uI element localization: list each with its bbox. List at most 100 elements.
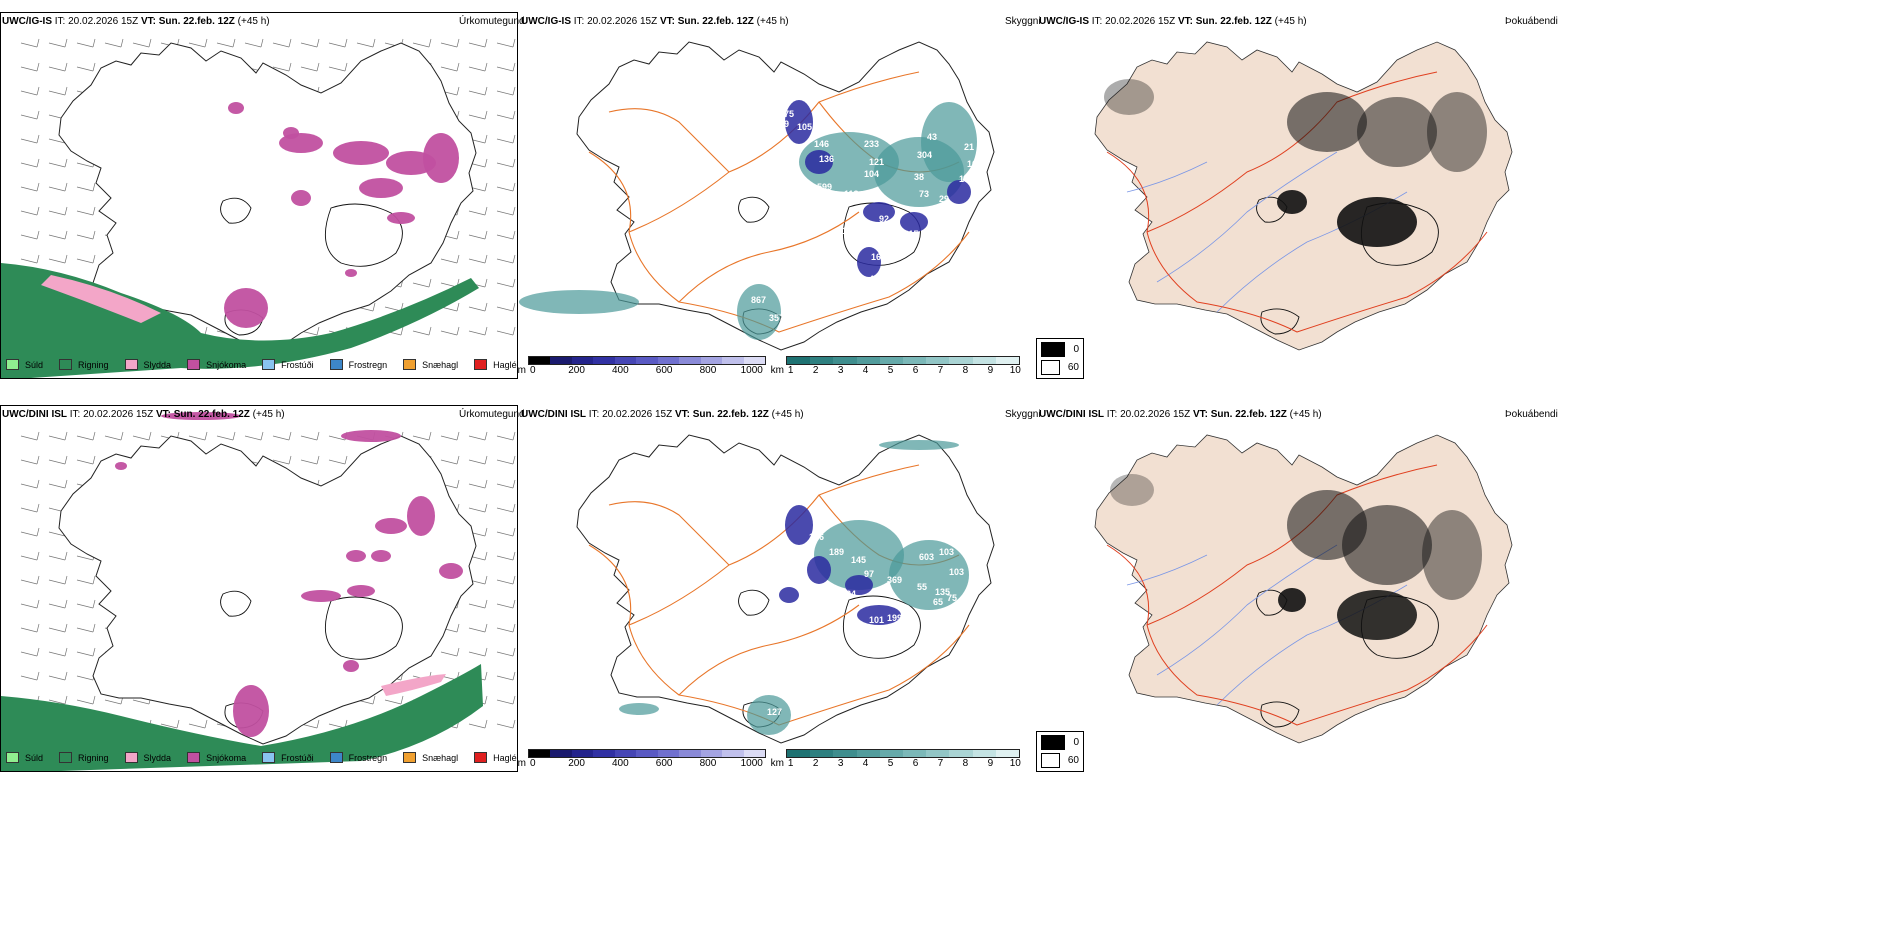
wind-barb bbox=[76, 623, 96, 633]
visibility-colorbar-row2: km 1 2 3 4 5 6 7 8 9 10 bbox=[771, 749, 1021, 770]
ceiling-value-label: 73 bbox=[919, 189, 929, 199]
precip-type-title: Úrkomutegund bbox=[459, 16, 525, 27]
colorbar-gradient bbox=[528, 749, 766, 758]
glacier-outline bbox=[1260, 308, 1300, 335]
colorbar-tick-label: 8 bbox=[962, 365, 969, 376]
wind-barb bbox=[20, 206, 40, 216]
wind-barb bbox=[496, 206, 516, 216]
colorbar-tick-label: 0 bbox=[529, 365, 536, 376]
legend-swatch bbox=[474, 752, 488, 763]
wind-barb bbox=[48, 62, 68, 72]
wind-barb bbox=[20, 182, 40, 192]
ceiling-value-label: 97 bbox=[864, 569, 874, 579]
wind-barb bbox=[20, 527, 40, 537]
colorbar-tick-label: 10 bbox=[1009, 365, 1021, 376]
colorbar-step bbox=[700, 357, 723, 364]
colorbar-tick-label: 8 bbox=[962, 758, 969, 769]
colorbar-step bbox=[949, 357, 973, 364]
fog-panel-row2 bbox=[1037, 405, 1557, 772]
wind-barb bbox=[48, 38, 68, 48]
wind-barb bbox=[76, 431, 96, 441]
wind-barb bbox=[440, 38, 460, 48]
colorbar-tick-label: 3 bbox=[837, 758, 844, 769]
low-ceiling-area bbox=[845, 575, 873, 595]
wind-barb bbox=[468, 206, 488, 216]
ceiling-value-label: 14 bbox=[789, 154, 799, 164]
glacier-outline bbox=[842, 202, 921, 266]
wind-barb bbox=[76, 695, 96, 705]
wind-barb bbox=[20, 254, 40, 264]
snow-area bbox=[301, 590, 341, 602]
wind-barb bbox=[412, 278, 432, 288]
ceiling-value-label: 136 bbox=[819, 154, 834, 164]
legend-label: Frostregn bbox=[348, 359, 388, 370]
ceiling-value-label: 642 bbox=[897, 99, 912, 109]
ceiling-value-label: 304 bbox=[917, 150, 932, 160]
low-visibility-area bbox=[737, 284, 781, 340]
row1-header-vis: UWC/IG-IS IT: 20.02.2026 15Z VT: Sun. 22… bbox=[521, 16, 789, 27]
legend-swatch bbox=[124, 359, 138, 370]
snow-area bbox=[346, 550, 366, 562]
wind-barb bbox=[48, 431, 68, 441]
snow-area bbox=[343, 660, 359, 672]
wind-barb bbox=[20, 38, 40, 48]
wind-barb bbox=[328, 38, 348, 48]
wind-barb bbox=[76, 599, 96, 609]
wind-barb bbox=[468, 503, 488, 513]
legend-label: Frostúði bbox=[281, 359, 314, 370]
wind-barb bbox=[48, 230, 68, 240]
snow-area bbox=[371, 550, 391, 562]
wind-barb bbox=[468, 110, 488, 120]
ceiling-value-label: 38 bbox=[914, 172, 924, 182]
wind-barb bbox=[76, 647, 96, 657]
wind-barb bbox=[48, 254, 68, 264]
legend-item: Snjókoma bbox=[187, 752, 246, 763]
legend-swatch bbox=[124, 752, 138, 763]
wind-barb bbox=[20, 575, 40, 585]
colorbar-tick-label: 1 bbox=[787, 758, 794, 769]
iceland-coastline bbox=[58, 435, 477, 745]
precip-type-title: Úrkomutegund bbox=[459, 409, 525, 420]
row1-header-fog: UWC/IG-IS IT: 20.02.2026 15Z VT: Sun. 22… bbox=[1039, 16, 1307, 27]
colorbar-step bbox=[700, 750, 723, 757]
legend-item: Snjókoma bbox=[187, 359, 246, 370]
wind-barb bbox=[272, 455, 292, 465]
glacier-outline bbox=[738, 589, 770, 616]
visibility-panel-row1: 75 79 105 146 14 136 599 233 121 104 642 458 43 304 38… bbox=[519, 12, 1036, 379]
fog-indicator-area bbox=[1277, 190, 1307, 214]
colorbar-tick-label: 2 bbox=[812, 365, 819, 376]
low-visibility-area bbox=[747, 695, 791, 735]
colorbar-step bbox=[810, 750, 834, 757]
wind-barb bbox=[496, 62, 516, 72]
colorbar-tick-label: 0 bbox=[529, 758, 536, 769]
wind-barb bbox=[468, 86, 488, 96]
colorbar-step bbox=[593, 357, 615, 364]
wind-barb bbox=[440, 254, 460, 264]
snow-area bbox=[345, 269, 357, 277]
fog-key-row2: 0 60 bbox=[1036, 731, 1084, 772]
ceiling-value-label: 82 bbox=[897, 242, 907, 252]
legend-label: Slydda bbox=[143, 359, 172, 370]
visibility-panel-row2: 85 22 198 115 247 159 126 189 97 145 369 603 103 135 5… bbox=[519, 405, 1036, 772]
wind-barb bbox=[412, 431, 432, 441]
road-line bbox=[608, 108, 730, 173]
snow-area bbox=[423, 133, 459, 183]
colorbar-tick-label: 200 bbox=[568, 758, 585, 769]
wind-barb bbox=[440, 62, 460, 72]
fog-key-swatch bbox=[1041, 753, 1060, 768]
colorbar-step bbox=[949, 750, 973, 757]
colorbar-step bbox=[722, 750, 744, 757]
snow-area bbox=[387, 212, 415, 224]
glacier-outline bbox=[1360, 202, 1439, 266]
ceiling-value-label: 45 bbox=[859, 226, 869, 236]
fog-key-entry: 0 bbox=[1041, 735, 1079, 750]
ceiling-value-label: 65 bbox=[933, 597, 943, 607]
road-line bbox=[628, 71, 920, 233]
legend-label: Rigning bbox=[78, 359, 109, 370]
fog-key-swatch bbox=[1041, 342, 1066, 357]
wind-barb bbox=[468, 302, 488, 312]
wind-barb bbox=[496, 326, 516, 336]
snow-area bbox=[375, 518, 407, 534]
colorbar-step bbox=[856, 750, 880, 757]
